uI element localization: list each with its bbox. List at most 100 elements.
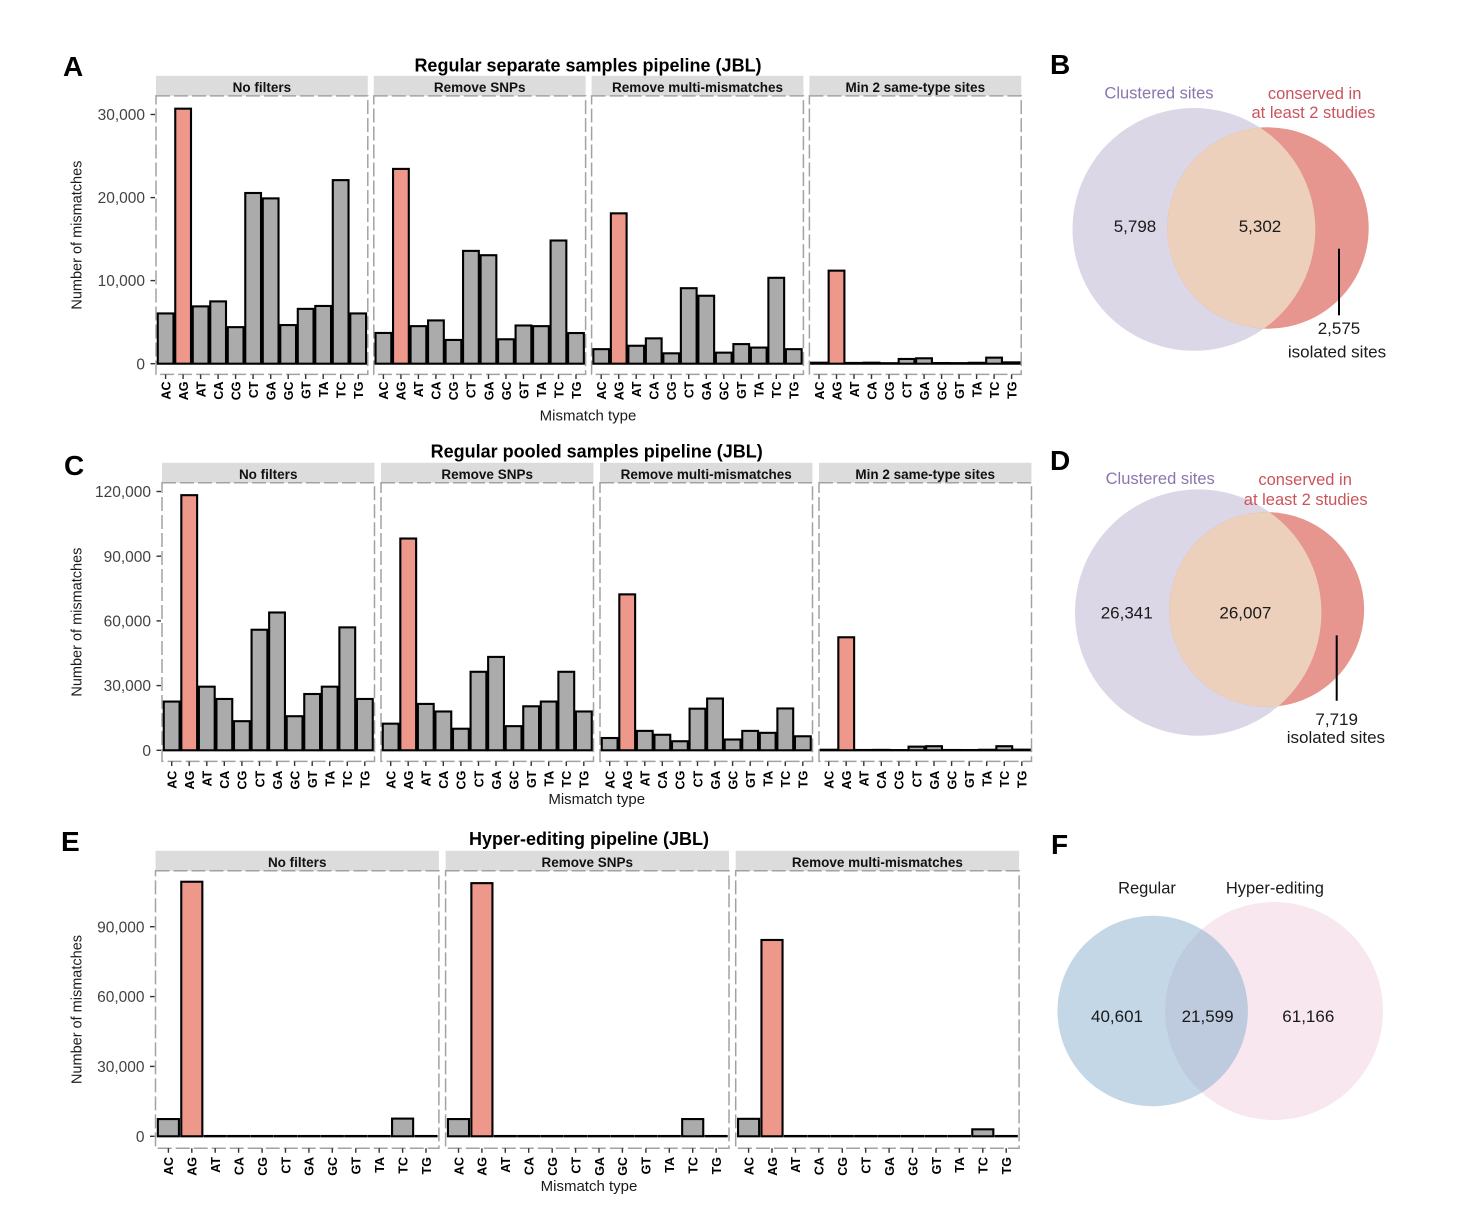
- svg-text:30,000: 30,000: [98, 107, 146, 124]
- svg-text:AG: AG: [186, 1157, 200, 1176]
- svg-text:CG: CG: [546, 1157, 560, 1176]
- svg-text:Number of mismatches: Number of mismatches: [70, 548, 86, 697]
- svg-text:GA: GA: [593, 1157, 607, 1176]
- svg-text:GT: GT: [306, 770, 320, 788]
- svg-text:CT: CT: [900, 381, 914, 398]
- svg-text:GC: GC: [282, 382, 296, 401]
- svg-text:90,000: 90,000: [104, 549, 152, 566]
- svg-text:7,719: 7,719: [1315, 710, 1358, 729]
- svg-text:Remove SNPs: Remove SNPs: [434, 80, 526, 95]
- svg-text:TA: TA: [317, 382, 331, 398]
- svg-text:No filters: No filters: [239, 467, 298, 482]
- svg-text:Mismatch type: Mismatch type: [548, 791, 645, 808]
- svg-text:AT: AT: [499, 1157, 513, 1173]
- svg-text:CA: CA: [875, 771, 889, 789]
- svg-text:90,000: 90,000: [97, 919, 145, 936]
- svg-text:Remove SNPs: Remove SNPs: [542, 855, 634, 870]
- svg-text:CG: CG: [229, 382, 243, 401]
- svg-text:TC: TC: [977, 1157, 991, 1174]
- svg-text:GT: GT: [350, 1157, 364, 1175]
- svg-text:TA: TA: [970, 382, 984, 398]
- svg-text:AG: AG: [402, 771, 416, 790]
- svg-text:conserved in: conserved in: [1268, 85, 1362, 103]
- svg-text:AC: AC: [159, 382, 173, 400]
- svg-text:CA: CA: [218, 771, 232, 789]
- svg-text:GC: GC: [935, 382, 949, 401]
- svg-text:AT: AT: [209, 1157, 223, 1173]
- svg-text:TA: TA: [753, 382, 767, 398]
- svg-text:CA: CA: [437, 771, 451, 789]
- svg-text:TC: TC: [552, 382, 566, 399]
- svg-text:TC: TC: [998, 771, 1012, 788]
- svg-text:AC: AC: [604, 771, 618, 789]
- svg-text:C: C: [64, 450, 84, 481]
- svg-text:AG: AG: [840, 771, 854, 790]
- svg-text:AG: AG: [830, 382, 844, 401]
- svg-text:CT: CT: [691, 770, 705, 787]
- svg-text:TC: TC: [396, 1157, 410, 1174]
- svg-text:Regular pooled samples pipelin: Regular pooled samples pipeline (JBL): [431, 442, 763, 462]
- svg-text:GA: GA: [918, 382, 932, 401]
- svg-text:TA: TA: [663, 1157, 677, 1173]
- svg-text:120,000: 120,000: [95, 484, 151, 501]
- svg-text:TC: TC: [988, 382, 1002, 399]
- svg-text:AT: AT: [858, 770, 872, 786]
- svg-text:Remove multi-mismatches: Remove multi-mismatches: [792, 855, 963, 870]
- svg-text:26,007: 26,007: [1219, 604, 1271, 623]
- svg-text:AT: AT: [789, 1157, 803, 1173]
- svg-text:GA: GA: [303, 1157, 317, 1176]
- svg-text:conserved in: conserved in: [1258, 471, 1352, 489]
- svg-text:AT: AT: [194, 381, 208, 397]
- svg-text:CT: CT: [860, 1157, 874, 1174]
- svg-text:26,341: 26,341: [1101, 604, 1153, 623]
- svg-text:isolated sites: isolated sites: [1288, 343, 1386, 362]
- svg-text:GC: GC: [507, 771, 521, 790]
- svg-text:CG: CG: [893, 771, 907, 790]
- svg-text:GT: GT: [517, 381, 531, 399]
- svg-text:GT: GT: [525, 770, 539, 788]
- svg-text:21,599: 21,599: [1182, 1007, 1234, 1026]
- svg-text:GA: GA: [265, 382, 279, 401]
- svg-text:Hyper-editing pipeline (JBL): Hyper-editing pipeline (JBL): [469, 829, 709, 849]
- svg-text:Clustered sites: Clustered sites: [1104, 84, 1213, 102]
- svg-text:GA: GA: [883, 1157, 897, 1176]
- svg-text:CG: CG: [665, 382, 679, 401]
- svg-text:30,000: 30,000: [97, 1059, 145, 1076]
- svg-text:GC: GC: [718, 382, 732, 401]
- svg-text:CA: CA: [656, 771, 670, 789]
- svg-text:CA: CA: [648, 382, 662, 400]
- svg-text:30,000: 30,000: [104, 678, 152, 695]
- svg-text:TA: TA: [373, 1157, 387, 1173]
- svg-text:GC: GC: [945, 771, 959, 790]
- svg-text:Mismatch type: Mismatch type: [540, 407, 637, 424]
- svg-text:AT: AT: [412, 381, 426, 397]
- svg-text:Min 2 same-type sites: Min 2 same-type sites: [846, 80, 986, 95]
- svg-text:CT: CT: [569, 1157, 583, 1174]
- svg-text:D: D: [1050, 445, 1070, 476]
- svg-text:CT: CT: [472, 770, 486, 787]
- svg-text:0: 0: [136, 356, 145, 373]
- svg-text:GT: GT: [930, 1157, 944, 1175]
- svg-text:GT: GT: [735, 381, 749, 399]
- svg-text:GT: GT: [953, 381, 967, 399]
- svg-text:5,302: 5,302: [1239, 217, 1282, 236]
- svg-text:AC: AC: [377, 382, 391, 400]
- svg-text:AC: AC: [166, 771, 180, 789]
- svg-text:AT: AT: [630, 381, 644, 397]
- svg-text:GT: GT: [963, 770, 977, 788]
- svg-text:GA: GA: [271, 771, 285, 790]
- svg-text:F: F: [1051, 829, 1068, 860]
- svg-text:CG: CG: [236, 771, 250, 790]
- svg-text:CG: CG: [674, 771, 688, 790]
- svg-text:TC: TC: [335, 382, 349, 399]
- svg-text:TA: TA: [762, 771, 776, 787]
- svg-text:GA: GA: [700, 382, 714, 401]
- svg-text:GT: GT: [300, 381, 314, 399]
- svg-text:CG: CG: [883, 382, 897, 401]
- svg-text:GC: GC: [906, 1157, 920, 1176]
- svg-text:CT: CT: [253, 770, 267, 787]
- svg-text:TC: TC: [341, 771, 355, 788]
- svg-text:GC: GC: [726, 771, 740, 790]
- svg-text:GA: GA: [928, 771, 942, 790]
- svg-text:Regular: Regular: [1118, 880, 1176, 898]
